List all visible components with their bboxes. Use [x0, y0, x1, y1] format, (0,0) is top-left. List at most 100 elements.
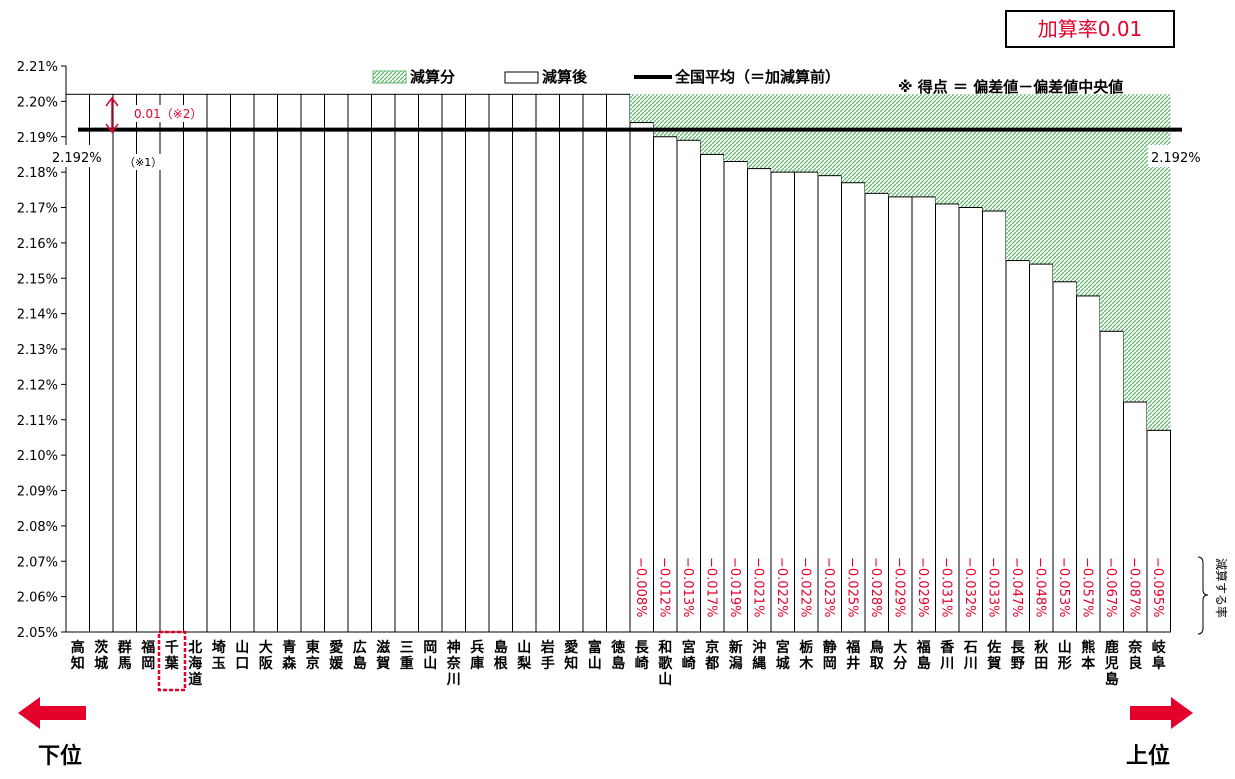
lower-label: 下位 — [38, 744, 83, 769]
category-label: 神奈川 — [446, 639, 462, 688]
y-axis: 2.05% 2.06% 2.07% 2.08% 2.09% 2.10% 2.11% 2.12%… — [17, 60, 1171, 641]
score-note: ※ 得点 ＝ 偏差値－偏差値中央値 — [898, 78, 1123, 96]
category-label: 福井 — [845, 639, 860, 672]
category-label: 佐賀 — [986, 639, 1001, 672]
note1-bg — [120, 154, 162, 170]
reduction-label: −0.021% — [750, 557, 765, 617]
reduction-bar — [959, 94, 983, 208]
after-bar — [347, 93, 372, 633]
reduction-bar — [888, 94, 912, 197]
legend-after-swatch — [504, 71, 539, 84]
legend-reduction-label: 減算分 — [410, 68, 455, 86]
y-tick-label: 2.09% — [17, 485, 58, 500]
after-bar — [112, 93, 137, 633]
y-tick-label: 2.14% — [17, 308, 58, 323]
category-label: 奈良 — [1127, 639, 1143, 672]
category-label: 愛媛 — [328, 639, 344, 672]
reduction-bar — [841, 94, 865, 183]
category-label: 福島 — [916, 639, 931, 672]
reduction-label: −0.019% — [727, 557, 742, 617]
after-bar — [89, 93, 114, 633]
category-label: 兵庫 — [470, 639, 484, 672]
category-label: 鹿児島 — [1104, 639, 1119, 688]
y-tick-label: 2.10% — [17, 449, 58, 464]
reduction-bar — [1006, 94, 1030, 261]
category-label: 岩手 — [540, 639, 555, 672]
category-label: 山口 — [235, 640, 249, 672]
reduction-bar — [1076, 94, 1100, 296]
reduction-label: −0.029% — [891, 557, 906, 617]
after-bar — [230, 93, 255, 633]
category-label: 熊本 — [1081, 639, 1096, 672]
category-label: 石川 — [963, 640, 978, 672]
avg-left-label: 2.192% — [52, 151, 102, 166]
reduction-label: −0.033% — [985, 557, 1000, 617]
y-tick-label: 2.11% — [17, 414, 58, 429]
y-tick-label: 2.06% — [17, 591, 58, 606]
y-tick-label: 2.19% — [17, 131, 58, 146]
after-bar — [183, 93, 208, 633]
after-bar — [300, 93, 325, 633]
category-label: 愛知 — [564, 639, 578, 672]
category-label: 宮城 — [776, 639, 790, 672]
after-bar — [512, 93, 537, 633]
reduction-bar — [653, 94, 677, 137]
y-tick-label: 2.13% — [17, 343, 58, 358]
reduction-bar — [982, 94, 1006, 212]
diff-arrow-head-top — [105, 96, 119, 107]
category-label: 北海道 — [188, 640, 202, 688]
category-label: 新潟 — [729, 639, 743, 672]
category-label: 宮崎 — [682, 639, 696, 672]
category-label: 沖縄 — [752, 639, 766, 672]
category-label: 群馬 — [117, 639, 132, 672]
rate-box-label: 加算率0.01 — [1037, 17, 1143, 41]
reduction-bar — [771, 94, 795, 173]
reduction-bar — [912, 94, 936, 197]
avg-right-bg — [1148, 145, 1214, 167]
reduction-label: −0.032% — [962, 557, 977, 617]
after-bar — [418, 93, 443, 633]
left-arrow-icon — [18, 697, 86, 729]
category-label: 広島 — [353, 639, 367, 672]
category-label: 富山 — [588, 639, 602, 672]
reduction-label: −0.031% — [938, 557, 953, 617]
after-bar — [324, 93, 349, 633]
reduction-bar — [818, 94, 842, 176]
category-label: 山形 — [1058, 640, 1072, 672]
legend-reduction-swatch — [372, 70, 407, 84]
reduction-label: −0.057% — [1079, 557, 1094, 617]
category-label: 大阪 — [259, 639, 274, 672]
reduction-bar — [865, 94, 889, 194]
legend-after-label: 減算後 — [542, 68, 588, 86]
category-label: 三重 — [400, 640, 414, 672]
reduction-bar — [794, 94, 818, 173]
y-tick-label: 2.08% — [17, 520, 58, 535]
category-label: 東京 — [306, 639, 320, 672]
reduction-bar — [677, 94, 701, 141]
after-bar — [441, 93, 466, 633]
after-bar — [206, 93, 231, 633]
category-label: 静岡 — [823, 639, 837, 672]
reduction-labels: −0.008% −0.012% −0.013% −0.017% −0.019% −0.02… — [633, 557, 1165, 617]
category-label: 香川 — [939, 639, 955, 672]
category-label: 山梨 — [516, 640, 532, 672]
avg-left-bg — [45, 145, 111, 167]
category-label: 徳島 — [610, 639, 625, 672]
category-label: 高知 — [71, 639, 85, 672]
reduction-label: −0.067% — [1103, 557, 1118, 617]
reduction-bar — [700, 94, 724, 155]
diff-label-bg — [128, 105, 204, 122]
reduction-label: −0.017% — [703, 557, 718, 617]
reduction-label: −0.022% — [797, 557, 812, 617]
after-bar — [136, 93, 161, 633]
category-label: 滋賀 — [375, 639, 390, 672]
rate-box: 加算率0.01 — [1005, 10, 1175, 48]
category-label: 千葉 — [164, 639, 180, 672]
upper-label: 上位 — [1126, 744, 1171, 769]
after-bar — [582, 93, 607, 633]
category-label: 茨城 — [94, 639, 108, 672]
after-bar — [159, 93, 184, 633]
y-tick-label: 2.17% — [17, 202, 58, 217]
category-label: 鳥取 — [870, 639, 885, 672]
